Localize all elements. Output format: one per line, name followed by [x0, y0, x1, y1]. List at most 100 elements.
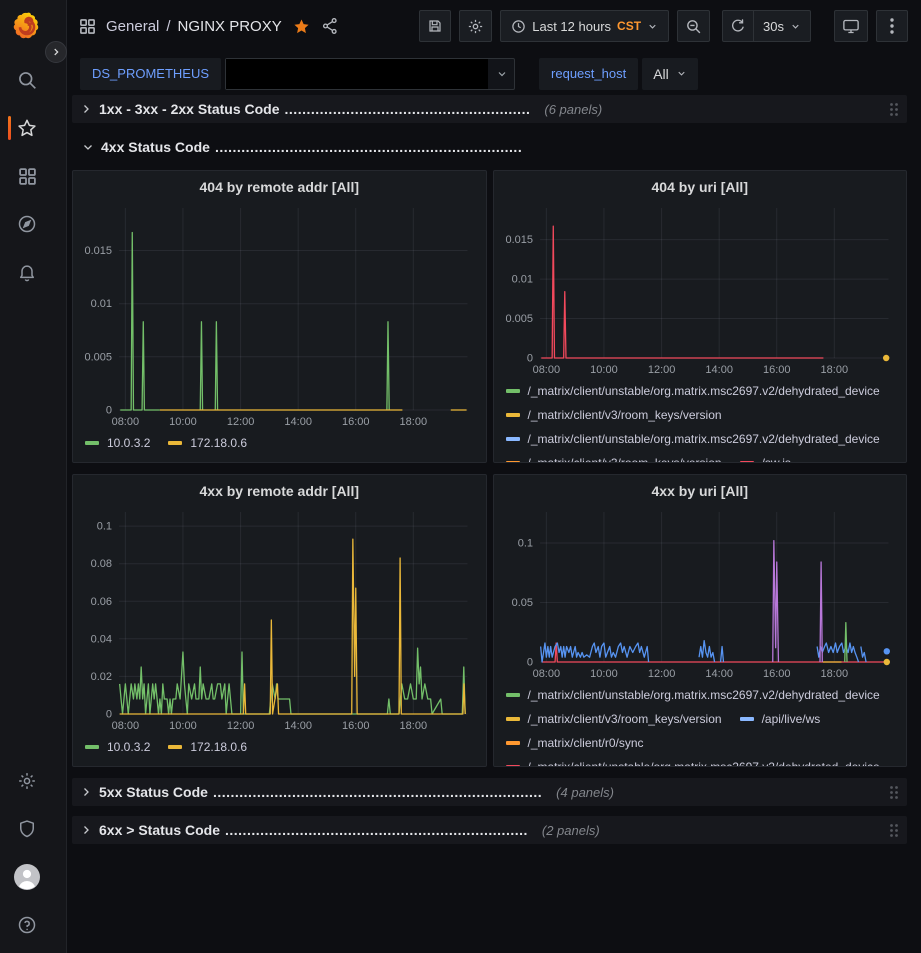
time-range-label: Last 12 hours — [532, 19, 611, 34]
legend-item[interactable]: /_matrix/client/unstable/org.matrix.msc2… — [506, 758, 880, 766]
sidebar-expand-button[interactable] — [45, 41, 67, 63]
legend-label: /_matrix/client/v3/room_keys/version — [528, 408, 722, 422]
sidebar-item-help[interactable] — [0, 901, 54, 949]
svg-text:0.05: 0.05 — [511, 597, 532, 609]
panel-title[interactable]: 4xx by remote addr [All] — [81, 480, 478, 504]
drag-handle-icon[interactable] — [889, 785, 899, 800]
row-dots: ........................................… — [225, 822, 528, 838]
chevron-down-icon — [647, 21, 658, 32]
legend-swatch — [506, 437, 520, 441]
dashboard-settings-button[interactable] — [459, 10, 492, 42]
favorite-star-button[interactable] — [293, 18, 310, 35]
svg-text:16:00: 16:00 — [762, 364, 790, 376]
svg-text:14:00: 14:00 — [284, 720, 312, 732]
svg-text:0: 0 — [526, 657, 532, 669]
svg-text:12:00: 12:00 — [647, 364, 675, 376]
time-series-chart[interactable]: 00.020.040.060.080.108:0010:0012:0014:00… — [81, 504, 478, 734]
variable-select-ds-prometheus[interactable] — [225, 58, 515, 90]
legend-swatch — [740, 717, 754, 721]
chevron-right-icon — [51, 47, 61, 57]
panel-title[interactable]: 404 by remote addr [All] — [81, 176, 478, 200]
legend-item[interactable]: /api/live/ws — [740, 710, 821, 728]
dashboard-row-1xx-3xx-2xx[interactable]: 1xx - 3xx - 2xx Status Code.............… — [72, 95, 907, 123]
refresh-button[interactable] — [722, 10, 754, 42]
sidebar-item-configuration[interactable] — [0, 757, 54, 805]
apps-icon — [79, 18, 96, 35]
kebab-menu-button[interactable] — [876, 10, 908, 42]
legend-item[interactable]: /_matrix/client/unstable/org.matrix.msc2… — [506, 382, 880, 400]
row-panel-count: (4 panels) — [556, 785, 614, 800]
svg-text:0: 0 — [526, 353, 532, 365]
time-range-picker[interactable]: Last 12 hours CST — [500, 10, 669, 42]
save-dashboard-button[interactable] — [419, 10, 451, 42]
legend-swatch — [740, 461, 754, 462]
drag-handle-icon[interactable] — [889, 102, 899, 117]
share-icon — [321, 17, 339, 35]
breadcrumb-folder[interactable]: General — [106, 18, 159, 35]
sidebar-item-starred[interactable] — [0, 104, 54, 152]
panel-title[interactable]: 404 by uri [All] — [502, 176, 899, 200]
legend-label: /_matrix/client/r0/sync — [528, 736, 644, 750]
legend-item[interactable]: 10.0.3.2 — [85, 738, 150, 756]
dashboard-canvas: 1xx - 3xx - 2xx Status Code.............… — [67, 95, 921, 953]
legend-item[interactable]: 10.0.3.2 — [85, 434, 150, 452]
kebab-icon — [890, 18, 894, 34]
apps-icon — [18, 167, 37, 186]
save-icon — [427, 18, 443, 34]
dashboard-row-6xx[interactable]: 6xx > Status Code.......................… — [72, 816, 907, 844]
breadcrumb-dashboard-title[interactable]: NGINX PROXY — [178, 18, 282, 35]
legend-item[interactable]: /_matrix/client/r0/sync — [506, 734, 644, 752]
legend-label: /_matrix/client/v3/room_keys/version — [528, 456, 722, 462]
search-icon — [17, 70, 37, 90]
drag-handle-icon[interactable] — [889, 823, 899, 838]
grafana-app: General / NGINX PROXY Last 12 hours — [0, 0, 921, 953]
legend-label: 10.0.3.2 — [107, 436, 150, 450]
navbar: General / NGINX PROXY Last 12 hours — [67, 0, 921, 52]
legend-item[interactable]: /_matrix/client/unstable/org.matrix.msc2… — [506, 430, 880, 448]
panel-404-by-remote-addr: 404 by remote addr [All] 00.0050.010.015… — [72, 170, 487, 463]
sidebar-item-alerting[interactable] — [0, 248, 54, 296]
time-series-chart[interactable]: 00.0050.010.01508:0010:0012:0014:0016:00… — [81, 200, 478, 430]
legend: 10.0.3.2 172.18.0.6 — [81, 430, 478, 462]
legend-swatch — [85, 745, 99, 749]
legend-item[interactable]: 172.18.0.6 — [168, 434, 247, 452]
legend-item[interactable]: /_matrix/client/v3/room_keys/version — [506, 454, 722, 462]
refresh-interval-picker[interactable]: 30s — [754, 10, 811, 42]
refresh-interval-label: 30s — [763, 19, 784, 34]
legend-item[interactable]: /_matrix/client/v3/room_keys/version — [506, 710, 722, 728]
legend-swatch — [506, 741, 520, 745]
clock-icon — [511, 19, 526, 34]
sidebar-item-profile[interactable] — [0, 853, 54, 901]
share-button[interactable] — [321, 17, 339, 35]
legend-label: /_matrix/client/unstable/org.matrix.msc2… — [528, 432, 880, 446]
sidebar-item-search[interactable] — [0, 56, 54, 104]
dashboard-row-5xx[interactable]: 5xx Status Code.........................… — [72, 778, 907, 806]
zoom-out-button[interactable] — [677, 10, 710, 42]
sidebar-item-server-admin[interactable] — [0, 805, 54, 853]
time-series-chart[interactable]: 00.0050.010.01508:0010:0012:0014:0016:00… — [502, 200, 899, 378]
variable-select-request-host[interactable]: All — [642, 58, 698, 90]
sidebar-item-dashboards[interactable] — [0, 152, 54, 200]
svg-text:0.08: 0.08 — [91, 558, 112, 570]
zoom-out-icon — [685, 18, 702, 35]
legend: /_matrix/client/unstable/org.matrix.msc2… — [502, 378, 899, 462]
gear-icon — [467, 18, 484, 35]
legend-item[interactable]: /_matrix/client/unstable/org.matrix.msc2… — [506, 686, 880, 704]
variable-label-ds-prometheus: DS_PROMETHEUS — [80, 58, 221, 90]
legend-swatch — [168, 441, 182, 445]
legend-label: /_matrix/client/v3/room_keys/version — [528, 712, 722, 726]
time-series-chart[interactable]: 00.050.108:0010:0012:0014:0016:0018:00 — [502, 504, 899, 682]
sidebar-item-explore[interactable] — [0, 200, 54, 248]
legend-item[interactable]: /sw.js — [740, 454, 791, 462]
panel-title[interactable]: 4xx by uri [All] — [502, 480, 899, 504]
dashboard-row-4xx[interactable]: 4xx Status Code.........................… — [74, 133, 907, 161]
chevron-right-icon — [80, 824, 92, 836]
legend-item[interactable]: 172.18.0.6 — [168, 738, 247, 756]
legend-swatch — [506, 389, 520, 393]
cycle-view-button[interactable] — [834, 10, 868, 42]
svg-text:10:00: 10:00 — [590, 668, 618, 680]
legend-label: /_matrix/client/unstable/org.matrix.msc2… — [528, 688, 880, 702]
panel-4xx-by-uri: 4xx by uri [All] 00.050.108:0010:0012:00… — [493, 474, 908, 767]
shield-icon — [17, 819, 37, 839]
legend-item[interactable]: /_matrix/client/v3/room_keys/version — [506, 406, 722, 424]
